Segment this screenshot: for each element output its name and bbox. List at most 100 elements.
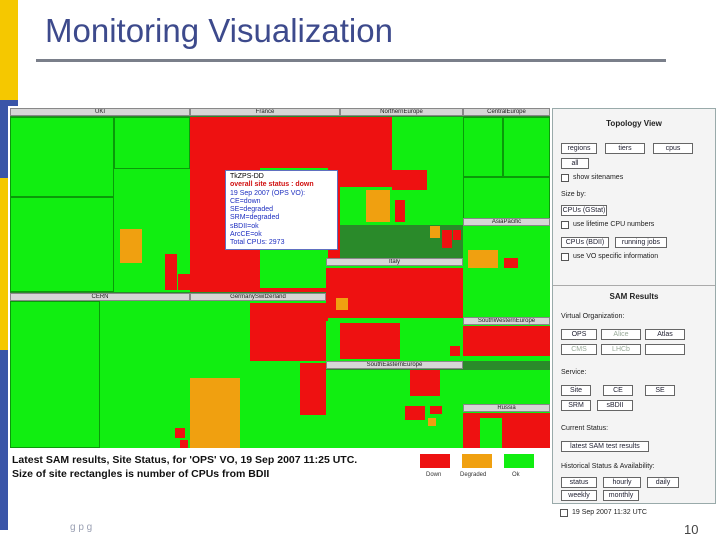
lifetime-cpu-checkbox[interactable] xyxy=(561,221,569,229)
lifetime-cpu-label: use lifetime CPU numbers xyxy=(573,221,655,228)
region-label: UKI xyxy=(10,108,190,116)
site-cell[interactable] xyxy=(463,413,550,448)
ops-button[interactable]: OPS xyxy=(561,329,597,340)
site-status-treemap: UKI France NorthernEurope CentralEurope … xyxy=(10,108,550,448)
region-label: France xyxy=(190,108,340,116)
tooltip-time: 19 Sep 2007 (OPS VO): xyxy=(230,189,306,197)
srm-button[interactable]: SRM xyxy=(561,400,591,411)
site-cell[interactable] xyxy=(250,303,328,361)
site-cell[interactable] xyxy=(340,323,400,359)
region-label: NorthernEurope xyxy=(340,108,463,116)
control-panel: Topology View regions tiers cpus all sho… xyxy=(552,108,716,504)
site-button[interactable]: Site xyxy=(561,385,591,396)
region-label: Russia xyxy=(463,404,550,412)
hourly-button[interactable]: hourly xyxy=(603,477,641,488)
tiers-button[interactable]: tiers xyxy=(605,143,645,154)
site-cell[interactable] xyxy=(175,428,185,438)
title-divider xyxy=(36,59,666,62)
vo-info-checkbox[interactable] xyxy=(561,253,569,261)
vo-info-label: use VO specific information xyxy=(573,253,659,260)
caption-line-2: Size of site rectangles is number of CPU… xyxy=(12,468,270,480)
site-cell[interactable] xyxy=(326,268,463,318)
site-cell[interactable] xyxy=(405,406,425,420)
tooltip-cpus: Total CPUs: 2973 xyxy=(230,239,285,247)
site-cell[interactable] xyxy=(300,363,326,415)
regions-button[interactable]: regions xyxy=(561,143,597,154)
site-cell[interactable] xyxy=(10,197,114,292)
sbdii-button[interactable]: sBDII xyxy=(597,400,633,411)
site-cell[interactable] xyxy=(340,117,392,187)
site-cell[interactable] xyxy=(463,225,550,318)
slide-title: Monitoring Visualization xyxy=(45,12,393,49)
site-cell[interactable] xyxy=(430,406,442,414)
cpus-button[interactable]: cpus xyxy=(653,143,693,154)
weekly-button[interactable]: weekly xyxy=(561,490,597,501)
alice-button[interactable]: Alice xyxy=(601,329,641,340)
timestamp-checkbox[interactable] xyxy=(560,509,568,517)
region-label: CERN xyxy=(10,293,190,301)
service-label: Service: xyxy=(561,369,587,376)
cms-button[interactable]: CMS xyxy=(561,344,597,355)
legend-swatch-degraded xyxy=(462,454,492,468)
empty-vo-button[interactable] xyxy=(645,344,685,355)
legend-swatch-down xyxy=(420,454,450,468)
legend-label-degraded: Degraded xyxy=(460,472,487,478)
page-number: 10 xyxy=(684,522,699,537)
tooltip-sbdii: sBDII=ok xyxy=(230,222,259,230)
tooltip-se: SE=degraded xyxy=(230,206,274,214)
site-cell[interactable] xyxy=(442,230,452,248)
status-button[interactable]: status xyxy=(561,477,597,488)
latest-sam-results-button[interactable]: latest SAM test results xyxy=(561,441,649,452)
running-jobs-button[interactable]: running jobs xyxy=(615,237,667,248)
tooltip-srm: SRM=degraded xyxy=(230,214,280,222)
cpus-bdii-button[interactable]: CPUs (BDII) xyxy=(561,237,609,248)
site-cell[interactable] xyxy=(503,117,550,177)
lhcb-button[interactable]: LHCb xyxy=(601,344,641,355)
site-cell[interactable] xyxy=(10,301,100,448)
site-cell[interactable] xyxy=(428,418,436,426)
monthly-button[interactable]: monthly xyxy=(603,490,639,501)
site-cell[interactable] xyxy=(10,301,190,448)
daily-button[interactable]: daily xyxy=(647,477,679,488)
site-cell[interactable] xyxy=(180,440,188,448)
site-cell[interactable] xyxy=(178,274,190,290)
monitoring-screenshot: UKI France NorthernEurope CentralEurope … xyxy=(8,106,720,530)
legend-label-down: Down xyxy=(426,472,442,478)
site-cell[interactable] xyxy=(120,229,142,263)
site-cell[interactable] xyxy=(504,258,518,268)
site-cell[interactable] xyxy=(165,254,177,290)
all-button[interactable]: all xyxy=(561,158,589,169)
atlas-button[interactable]: Atlas xyxy=(645,329,685,340)
site-cell[interactable] xyxy=(10,117,114,197)
show-sitenames-checkbox[interactable] xyxy=(561,174,569,182)
site-cell[interactable] xyxy=(463,117,503,177)
site-cell[interactable] xyxy=(450,346,460,356)
site-cell[interactable] xyxy=(468,250,498,268)
site-cell[interactable] xyxy=(190,378,240,448)
site-cell[interactable] xyxy=(366,190,390,222)
site-cell[interactable] xyxy=(480,418,502,448)
site-cell[interactable] xyxy=(336,298,348,310)
ce-button[interactable]: CE xyxy=(603,385,633,396)
site-cell[interactable] xyxy=(410,370,440,396)
site-cell[interactable] xyxy=(114,117,190,169)
slide-footer: g p g xyxy=(70,522,93,533)
tooltip-status: overall site status : down xyxy=(230,181,314,189)
site-cell[interactable] xyxy=(10,117,190,292)
site-cell[interactable] xyxy=(463,117,550,225)
cpus-gstat-button[interactable]: CPUs (GStat) xyxy=(561,205,607,216)
site-cell[interactable] xyxy=(453,230,461,240)
status-legend: Down Degraded Ok xyxy=(418,454,548,482)
tooltip-ce: CE=down xyxy=(230,197,261,205)
site-tooltip: TkZPS-DD overall site status : down 19 S… xyxy=(225,170,338,250)
panel-timestamp: 19 Sep 2007 11:32 UTC xyxy=(572,509,647,516)
historical-label: Historical Status & Availability: xyxy=(561,463,655,470)
site-cell[interactable] xyxy=(392,170,427,190)
site-cell[interactable] xyxy=(430,226,440,238)
region-label: SouthWesternEurope xyxy=(463,317,550,325)
site-cell[interactable] xyxy=(395,200,405,222)
site-cell[interactable] xyxy=(463,326,550,356)
legend-label-ok: Ok xyxy=(512,472,520,478)
size-by-label: Size by: xyxy=(561,191,586,198)
se-button[interactable]: SE xyxy=(645,385,675,396)
